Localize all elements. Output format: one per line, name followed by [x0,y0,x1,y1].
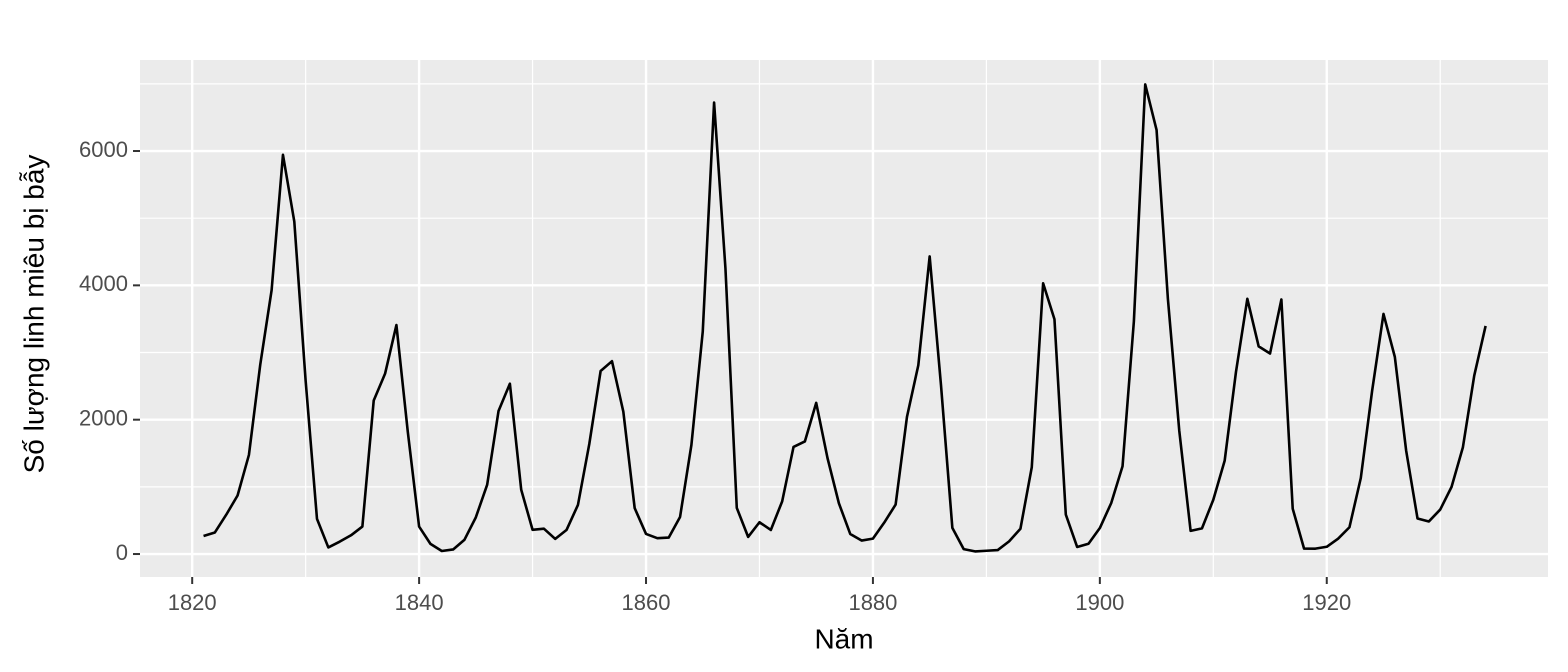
x-tick-label: 1820 [168,590,217,615]
x-tick-label: 1900 [1075,590,1124,615]
x-tick-label: 1920 [1302,590,1351,615]
y-tick-label: 2000 [79,406,128,431]
y-tick-label: 0 [116,540,128,565]
data-line [203,83,1487,553]
y-axis-title: Số lượng linh miêu bị bẫy [18,155,49,474]
x-axis-title: Năm [814,623,873,654]
x-tick-label: 1860 [622,590,671,615]
y-tick-label: 6000 [79,137,128,162]
y-tick-label: 4000 [79,271,128,296]
x-tick-label: 1840 [395,590,444,615]
x-tick-label: 1880 [848,590,897,615]
panel [140,60,1548,577]
